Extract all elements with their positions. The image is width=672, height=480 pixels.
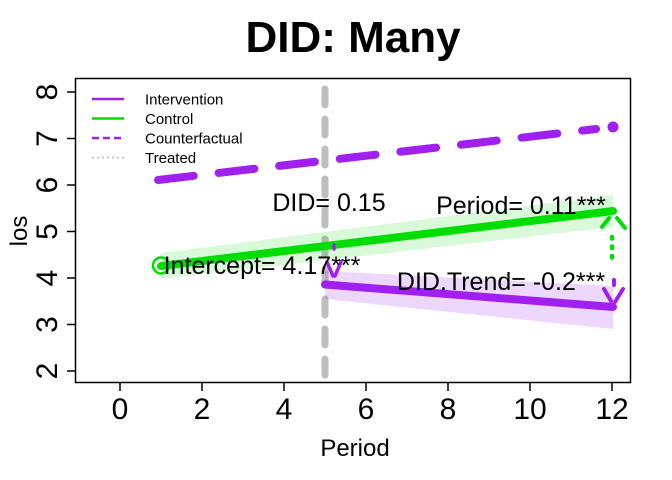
x-tick-label: 2 xyxy=(194,393,211,426)
legend-label-counterfactual: Counterfactual xyxy=(145,131,243,148)
purple-arrowhead-right xyxy=(613,287,625,304)
counterfactual-line xyxy=(154,125,600,184)
y-tick-label: 8 xyxy=(31,84,64,101)
purple-arrowhead-left xyxy=(602,287,613,303)
x-tick-label: 10 xyxy=(513,393,546,426)
did-start-arrow xyxy=(325,243,343,278)
intercept-open-circle-marker xyxy=(151,256,171,275)
control-line xyxy=(157,207,617,270)
annotation-period: Period= 0.11*** xyxy=(436,192,606,220)
y-tick-label: 6 xyxy=(31,177,64,194)
y-tick-label: 4 xyxy=(31,270,64,287)
y-tick-label: 7 xyxy=(31,130,64,147)
legend-label-treated: Treated xyxy=(145,150,196,167)
legend-label-intervention: Intervention xyxy=(145,92,223,109)
y-axis-label: los xyxy=(6,216,33,247)
green-arrowhead-right xyxy=(615,216,627,230)
x-tick-labels: 0 2 4 6 8 10 12 xyxy=(112,393,629,426)
annotation-intercept: Intercept= 4.17*** xyxy=(164,252,361,280)
legend-label-control: Control xyxy=(145,111,193,128)
y-tick-label: 2 xyxy=(31,363,64,380)
y-tick-label: 3 xyxy=(31,316,64,333)
y-tick-labels: 2 3 4 5 6 7 8 xyxy=(31,84,64,380)
x-axis-label: Period xyxy=(320,435,389,462)
y-tick-marks xyxy=(67,91,75,372)
x-tick-label: 12 xyxy=(595,393,628,426)
intervention-line xyxy=(321,280,617,311)
did-start-arrowhead-right xyxy=(333,260,343,278)
y-tick-label: 5 xyxy=(31,223,64,240)
green-arrowhead-left xyxy=(600,216,611,229)
effect-end-arrows xyxy=(600,216,627,304)
annotation-did: DID= 0.15 xyxy=(272,189,385,217)
x-tick-marks xyxy=(119,383,613,391)
x-tick-label: 0 xyxy=(112,393,129,426)
x-tick-label: 6 xyxy=(358,393,375,426)
counterfactual-end-dot xyxy=(607,121,619,133)
annotation-did-trend: DID.Trend= -0.2*** xyxy=(397,268,605,296)
x-tick-label: 8 xyxy=(440,393,457,426)
chart-title: DID: Many xyxy=(245,13,461,62)
plot-box xyxy=(74,77,632,384)
intervention-confidence-band xyxy=(325,271,613,329)
x-tick-label: 4 xyxy=(276,393,293,426)
legend: Intervention Control Counterfactual Trea… xyxy=(92,92,243,167)
did-start-arrowhead-left xyxy=(325,260,335,278)
